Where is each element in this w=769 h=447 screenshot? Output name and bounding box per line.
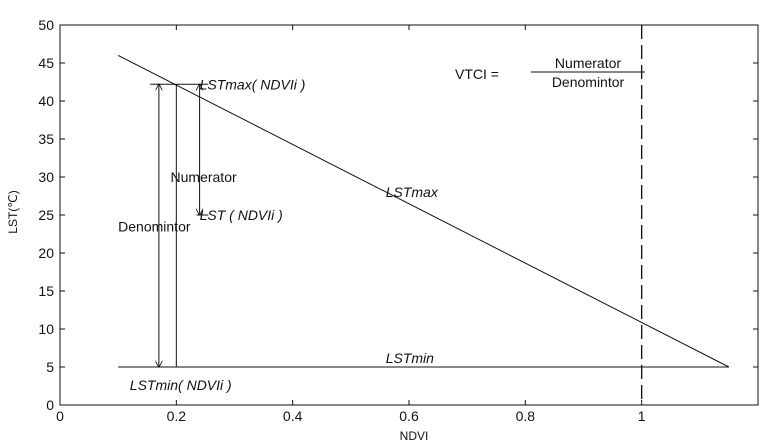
y-tick-label: 20: [38, 245, 54, 261]
x-tick-label: 0: [56, 408, 64, 424]
marks-layer: [117, 25, 730, 405]
x-tick-label: 1: [638, 408, 646, 424]
x-tick-label: 0.4: [283, 408, 303, 424]
y-tick-label: 15: [38, 283, 54, 299]
annotation-numerator: Numerator: [171, 169, 237, 185]
y-tick-label: 50: [38, 17, 54, 33]
y-tick-label: 25: [38, 207, 54, 223]
annotation-lstmax-ndvii: LSTmax( NDVIi ): [200, 76, 306, 92]
y-tick-label: 0: [46, 397, 54, 413]
formula-lhs: VTCI =: [455, 66, 499, 82]
x-tick-label: 0.8: [516, 408, 536, 424]
y-tick-label: 35: [38, 131, 54, 147]
y-tick-label: 45: [38, 55, 54, 71]
annotation-lstmax: LSTmax: [386, 184, 439, 200]
vtci-formula: VTCI = Numerator Denomintor: [455, 55, 645, 90]
y-tick-label: 30: [38, 169, 54, 185]
annotation-lst-ndvii: LST ( NDVIi ): [200, 207, 283, 223]
x-axis-title: NDVI: [400, 429, 429, 442]
formula-denominator: Denomintor: [552, 74, 625, 90]
labels-layer: NDVI LST(℃) VTCI = Numerator Denomintor …: [6, 55, 645, 443]
series-line-lstmax: [117, 54, 730, 368]
formula-numerator: Numerator: [555, 55, 621, 71]
x-tick-label: 0.2: [167, 408, 187, 424]
annotation-lstmin: LSTmin: [386, 350, 434, 366]
y-tick-label: 40: [38, 93, 54, 109]
annotation-lstmin-ndvii: LSTmin( NDVIi ): [130, 377, 232, 393]
annotation-denominator: Denomintor: [118, 218, 191, 234]
x-tick-label: 0.6: [399, 408, 419, 424]
y-tick-label: 10: [38, 321, 54, 337]
plot-frame: [59, 24, 759, 406]
y-tick-label: 5: [46, 359, 54, 375]
y-axis-title: LST(℃): [6, 190, 20, 233]
